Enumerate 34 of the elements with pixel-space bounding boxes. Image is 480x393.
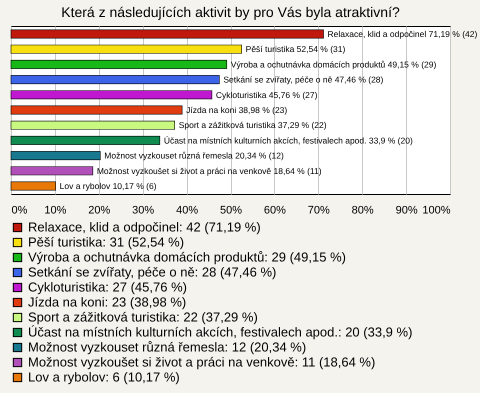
x-tick-label: 50% (220, 204, 242, 216)
legend-label: Účast na místních kulturních akcích, festivalech apod.: 20 (33,9 %) (28, 324, 412, 340)
chart-title: Která z následujících aktivit by pro Vás byla atraktivní? (61, 4, 400, 20)
x-tick-label: 90% (396, 204, 418, 216)
data-label: Lov a rybolov 10,17 % (6) (60, 181, 157, 192)
legend-label: Možnost vyzkouset různá řemesla: 12 (20,34 %) (28, 340, 306, 354)
x-tick-label: 20% (88, 204, 111, 216)
legend-label: Setkání se zvířaty, péče o ně: 28 (47,46 %) (28, 264, 276, 280)
data-label: Cykloturistika 45,76 % (27) (216, 90, 318, 100)
data-label: Setkání se zvířaty, péče o ně 47,46 % (28) (223, 74, 384, 85)
x-tick-label: 30% (132, 204, 154, 216)
legend-label: Relaxace, klid a odpočinel: 42 (71,19 %) (28, 220, 261, 234)
data-label: Možnost vyzkouset různá řemesla 20,34 % (12) (104, 150, 284, 161)
legend-label: Možnost vyzkoušet si život a práci na venkově: 11 (18,64 %) (28, 354, 376, 370)
data-label: Možnost vyzkoušet si život a práci na venkově 18,64 % (11) (96, 166, 322, 176)
legend-label: Cykloturistika: 27 (45,76 %) (28, 280, 187, 294)
legend-label: Jízda na koni: 23 (38,98 %) (28, 294, 186, 310)
data-label: Účast na místních kulturních akcích, festivalech apod. 33,9 % (20) (164, 135, 413, 146)
x-tick-label: 10% (44, 204, 67, 216)
x-tick-label: 0% (12, 204, 28, 216)
x-tick-label: 70% (308, 204, 330, 216)
x-tick-label: 100% (422, 204, 451, 216)
data-label: Relaxace, klid a odpočinel 71,19 % (42) (328, 28, 478, 39)
data-label: Sport a zážitková turistika 37,29 % (22) (178, 120, 327, 130)
data-label: Výroba a ochutnávka domácích produktů 49,15 % (29) (230, 59, 436, 70)
data-label: Jízda na koni 38,98 % (23) (186, 105, 288, 115)
legend-label: Výroba a ochutnávka domácích produktů: 29 (49,15 %) (28, 250, 346, 264)
x-tick-label: 60% (264, 204, 286, 216)
x-tick-label: 40% (176, 204, 198, 216)
legend-label: Lov a rybolov: 6 (10,17 %) (28, 370, 180, 384)
legend-label: Sport a zážitková turistika: 22 (37,29 %) (28, 310, 258, 324)
legend-label: Pěší turistika: 31 (52,54 %) (28, 234, 184, 250)
x-tick-label: 80% (352, 204, 374, 216)
data-label: Pěší turistika 52,54 % (31) (246, 44, 346, 54)
